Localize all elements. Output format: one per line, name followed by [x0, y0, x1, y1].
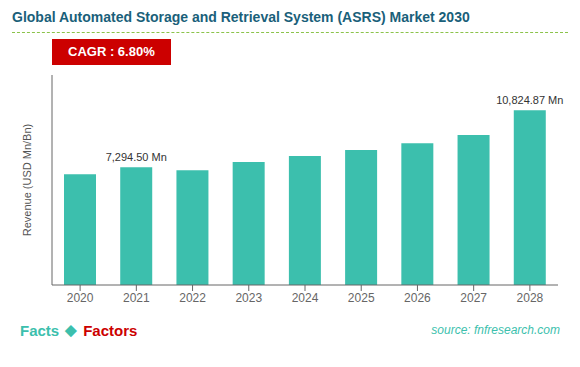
html-text:Facts ◆ Factors: Facts ◆ Factors: [20, 321, 138, 339]
html-text:source: fnfresearch.com: source: fnfresearch.com: [431, 323, 560, 337]
svg-text:7,294.50 Mn: 7,294.50 Mn: [106, 151, 167, 163]
html-text:CAGR : 6.80%: CAGR : 6.80%: [68, 44, 155, 59]
svg-text:2020: 2020: [67, 291, 94, 305]
svg-text:2021: 2021: [123, 291, 150, 305]
svg-text:2025: 2025: [348, 291, 375, 305]
svg-text:Revenue (USD Mn/Bn): Revenue (USD Mn/Bn): [21, 124, 33, 237]
svg-text:10,824.87 Mn: 10,824.87 Mn: [496, 94, 563, 106]
svg-text:2028: 2028: [517, 291, 544, 305]
svg-text:2026: 2026: [404, 291, 431, 305]
svg-text:2022: 2022: [179, 291, 206, 305]
html-text:Global Automated Storage and R: Global Automated Storage and Retrieval S…: [12, 9, 470, 25]
svg-text:2023: 2023: [235, 291, 262, 305]
svg-text:2024: 2024: [292, 291, 319, 305]
svg-text:2027: 2027: [460, 291, 487, 305]
